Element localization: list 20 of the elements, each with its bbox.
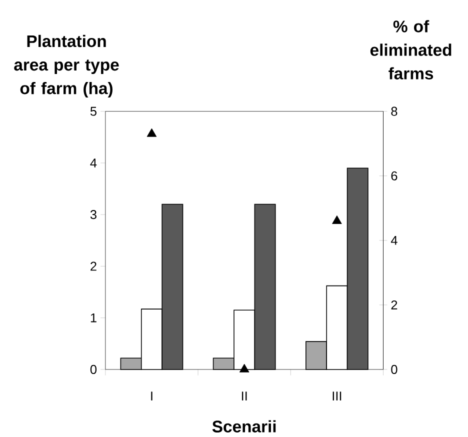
y2-tick-label: 2 [391, 300, 398, 310]
y2-tick-label: 8 [391, 106, 398, 116]
x-tick-label: I [151, 391, 152, 400]
y-axis-title: Plantation area per type of farm (ha) [14, 34, 119, 98]
y-tick-label: 0 [90, 364, 97, 374]
y2-axis-title: % of eliminated farms [370, 20, 452, 80]
y-tick-label: 5 [90, 106, 96, 116]
point [332, 215, 342, 224]
y2-tick-label: 4 [390, 236, 398, 245]
y2-tick-label: 0 [391, 364, 398, 374]
x-axis-title: Scenarii [212, 420, 276, 432]
y-tick-label: 2 [90, 262, 96, 270]
x-tick-label: III [332, 391, 342, 400]
y2-tick-label: 6 [391, 171, 398, 180]
point [239, 364, 250, 372]
point [146, 128, 157, 137]
x-tick-label: II [242, 391, 247, 400]
y-tick-label: 1 [90, 313, 96, 322]
y-tick-label: 3 [90, 210, 96, 219]
y-tick-label: 4 [90, 158, 97, 168]
